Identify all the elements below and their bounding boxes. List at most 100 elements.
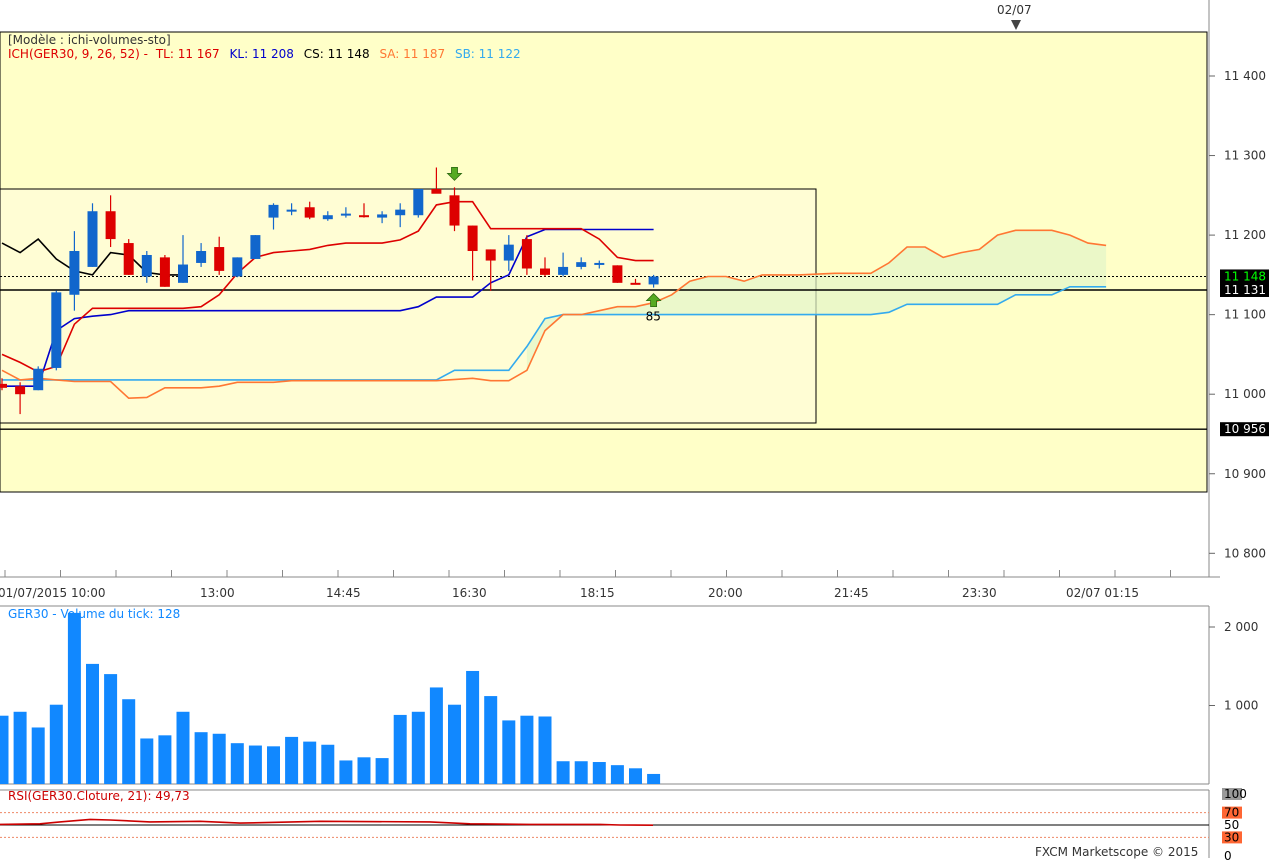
candle xyxy=(377,211,388,224)
senkou-a-line xyxy=(1,229,1107,400)
volume-tick-label: 1 000 xyxy=(1224,699,1258,713)
rsi-tick-label: 30 xyxy=(1224,830,1239,844)
candle-body xyxy=(286,209,297,212)
candle xyxy=(576,257,587,270)
rsi-tick-label: 0 xyxy=(1224,849,1232,860)
time-tick-label: 14:45 xyxy=(326,586,361,600)
price-tick-label: 11 000 xyxy=(1224,387,1266,401)
rsi-tick-bg xyxy=(1222,831,1242,844)
rsi-tick-bg xyxy=(1222,806,1242,819)
candle-body xyxy=(340,213,351,216)
time-tick-label: 13:00 xyxy=(200,586,235,600)
volume-bar xyxy=(629,768,642,784)
candle xyxy=(250,235,261,259)
candle xyxy=(268,203,279,230)
volume-bar xyxy=(574,761,588,784)
candle xyxy=(105,195,116,248)
candle xyxy=(630,278,641,285)
candle-body xyxy=(503,244,514,261)
time-axis: 01/07/2015 10:00 13:00 14:45 16:30 18:15 20:0… xyxy=(0,570,1171,600)
candle xyxy=(0,378,7,391)
candle xyxy=(449,187,460,232)
candle xyxy=(15,382,26,415)
candle-body xyxy=(196,251,207,263)
volume-bar xyxy=(339,760,353,784)
price-line-tag-bg xyxy=(1220,282,1269,297)
time-tick-label: 01/07/2015 10:00 xyxy=(0,586,106,600)
candle xyxy=(359,203,369,218)
current-price-tag: 11 148 xyxy=(1224,269,1266,283)
price-tick-label: 10 900 xyxy=(1224,467,1266,481)
volume-bar xyxy=(466,670,480,784)
volume-bar xyxy=(592,762,606,784)
rsi-tick-bg xyxy=(1222,788,1242,800)
volume-bar xyxy=(176,711,190,784)
volume-bar xyxy=(31,727,45,784)
candle xyxy=(123,239,134,275)
senkou-b-label: SB: 11 122 xyxy=(454,47,521,61)
volume-bar xyxy=(429,687,443,784)
candle xyxy=(340,207,351,218)
volume-bar xyxy=(448,704,461,784)
candle xyxy=(431,167,442,194)
rsi-tick-label: 70 xyxy=(1224,806,1239,820)
candle-body xyxy=(141,254,152,277)
price-tick-label: 11 300 xyxy=(1224,149,1266,163)
candle-body xyxy=(467,225,478,252)
candle xyxy=(540,257,550,277)
candle xyxy=(594,260,605,269)
candle-body xyxy=(159,257,170,287)
ichimoku-cloud xyxy=(526,230,1107,371)
senkou-b-line xyxy=(2,285,1107,381)
candle-body xyxy=(304,207,315,218)
volume-bar xyxy=(303,741,317,784)
candle-body xyxy=(413,188,424,216)
candle xyxy=(69,231,80,311)
candle-body xyxy=(431,188,442,194)
volume-bar xyxy=(104,674,118,784)
candle-body xyxy=(105,211,116,240)
top-date-marker: 02/07 xyxy=(997,3,1032,17)
tenkan-line xyxy=(1,200,654,373)
senkou-a-label: SA: 11 187 xyxy=(379,47,446,61)
volume-bar xyxy=(0,715,9,784)
volume-bar xyxy=(194,732,208,784)
candle xyxy=(159,254,170,287)
volume-label: GER30 - Volume du tick: 128 xyxy=(8,607,181,621)
top-date-marker-arrow-icon xyxy=(1011,20,1021,30)
time-tick-label: 23:30 xyxy=(962,586,997,600)
candle-body xyxy=(594,262,605,265)
lower-price-tag-bg xyxy=(1220,422,1269,437)
candle xyxy=(322,211,333,221)
candle-body xyxy=(359,215,369,218)
chikou-label: CS: 11 148 xyxy=(303,47,370,61)
volume-tick-label: 2 000 xyxy=(1224,620,1258,634)
price-tick-label: 11 400 xyxy=(1224,69,1266,83)
candle xyxy=(214,236,225,275)
candle xyxy=(33,366,44,391)
buy-signal-arrow-icon xyxy=(645,293,662,308)
candle-body xyxy=(540,268,550,275)
candle-body xyxy=(250,235,261,259)
volume-bar xyxy=(230,743,244,784)
volume-axis: 2 000 1 000 xyxy=(1209,620,1258,713)
candle-body xyxy=(123,243,134,275)
candle-body xyxy=(51,292,62,368)
cloud-area xyxy=(526,230,1107,371)
candle-body xyxy=(521,239,532,269)
candle-body xyxy=(178,264,188,283)
volume-bar xyxy=(13,711,27,784)
ichimoku-legend: ICH(GER30, 9, 26, 52) - TL: 11 167 KL: 1… xyxy=(8,47,521,61)
signals: 85 xyxy=(446,166,662,324)
volume-bar xyxy=(393,714,407,784)
candle-body xyxy=(648,276,659,285)
candle-body xyxy=(630,282,641,285)
candle xyxy=(648,274,659,288)
rsi-tick-label: 100 xyxy=(1224,787,1247,801)
volume-bar xyxy=(248,745,262,784)
volume-bar xyxy=(267,746,280,784)
volume-bar xyxy=(212,733,226,784)
candle xyxy=(196,243,207,267)
